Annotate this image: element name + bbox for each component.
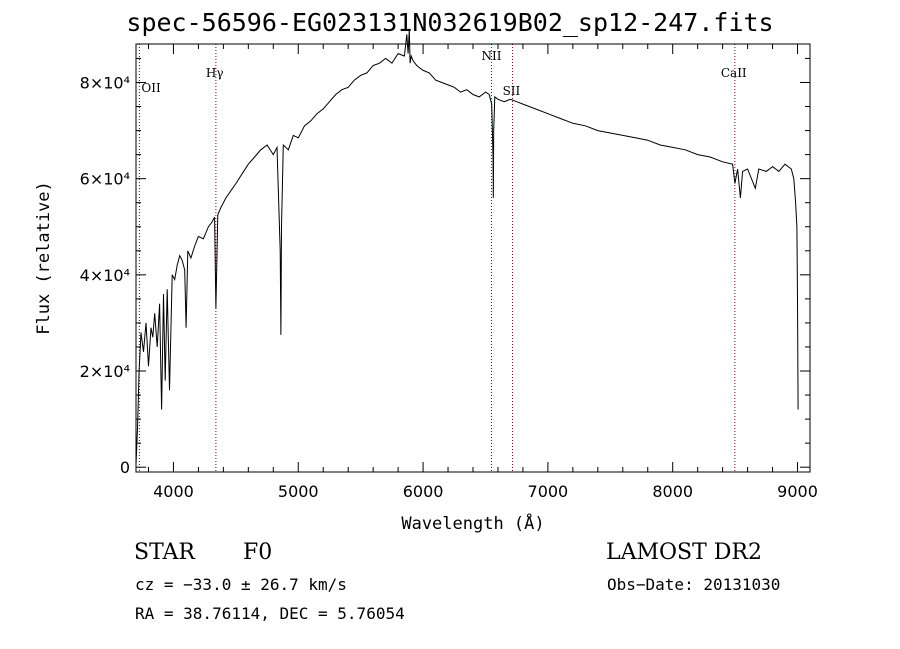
axis-ticks: 4000 5000 6000 7000 8000 9000 0 2×10⁴ 4×10⁴ 6×10⁴… bbox=[80, 44, 818, 501]
x-tick-label: 4000 bbox=[153, 482, 194, 501]
reference-lines: OII Hγ NII SII CaII bbox=[138, 44, 747, 472]
object-subclass: F0 bbox=[243, 540, 273, 565]
reference-line-label: Hγ bbox=[206, 66, 224, 80]
x-tick-label: 7000 bbox=[528, 482, 569, 501]
reference-line-label: NII bbox=[481, 49, 501, 63]
y-tick-label: 2×10⁴ bbox=[80, 362, 130, 381]
y-tick-label: 0 bbox=[120, 458, 130, 477]
x-tick-label: 8000 bbox=[652, 482, 693, 501]
object-class: STAR bbox=[134, 540, 195, 565]
y-tick-label: 4×10⁴ bbox=[80, 266, 130, 285]
y-tick-label: 8×10⁴ bbox=[80, 73, 130, 92]
x-axis-label: Wavelength (Å) bbox=[401, 512, 544, 534]
obs-date-text: Obs−Date: 20131030 bbox=[607, 575, 781, 594]
spectrum-line bbox=[135, 29, 799, 465]
redshift-text: cz = −33.0 ± 26.7 km/s bbox=[135, 575, 347, 594]
x-tick-label: 6000 bbox=[403, 482, 444, 501]
plot-frame bbox=[135, 43, 811, 473]
y-tick-label: 6×10⁴ bbox=[80, 170, 130, 189]
chart-title: spec-56596-EG023131N032619B02_sp12-247.f… bbox=[126, 8, 774, 37]
y-axis-label: Flux (relative) bbox=[34, 181, 54, 335]
reference-line-label: CaII bbox=[721, 66, 747, 80]
x-tick-label: 5000 bbox=[278, 482, 319, 501]
coordinates-text: RA = 38.76114, DEC = 5.76054 bbox=[135, 604, 405, 623]
spectrum-layer bbox=[135, 29, 799, 465]
reference-line-label: SII bbox=[503, 84, 521, 98]
reference-line-label: OII bbox=[141, 81, 161, 95]
survey-name: LAMOST DR2 bbox=[606, 540, 762, 565]
x-tick-label: 9000 bbox=[777, 482, 818, 501]
